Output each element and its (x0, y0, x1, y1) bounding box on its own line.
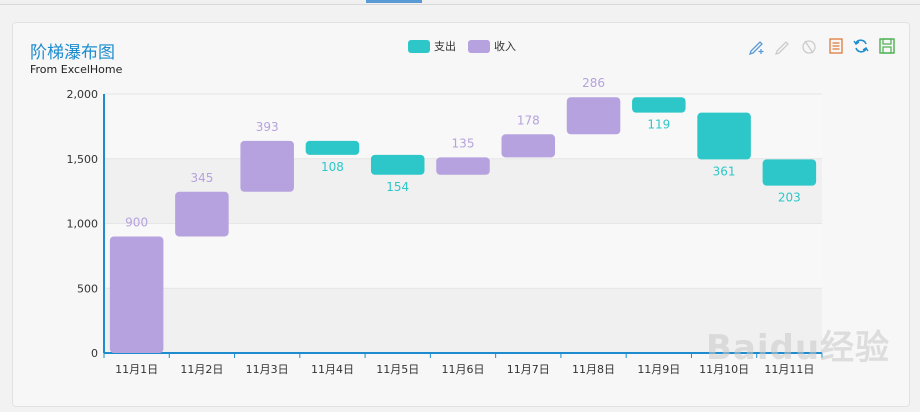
income-bar (175, 191, 229, 237)
restore-icon[interactable] (852, 37, 870, 55)
income-data-label: 900 (125, 215, 148, 229)
x-tick-label: 11月2日 (180, 363, 223, 376)
chart-title: 阶梯瀑布图 (30, 43, 115, 63)
x-tick-label: 11月9日 (637, 363, 680, 376)
legend-item-expense[interactable]: 支出 (408, 38, 456, 54)
legend-item-income[interactable]: 收入 (468, 38, 516, 54)
x-tick-label: 11月3日 (246, 363, 289, 376)
x-tick-label: 11月8日 (572, 363, 615, 376)
legend-label-income: 收入 (494, 40, 516, 53)
expense-bar (305, 140, 360, 155)
top-strip (0, 0, 920, 5)
mark-undo-icon[interactable] (774, 37, 792, 55)
y-tick-label: 2,000 (67, 88, 99, 101)
x-tick-label: 11月6日 (442, 363, 485, 376)
x-tick-label: 11月4日 (311, 363, 354, 376)
expense-data-label: 119 (647, 118, 670, 132)
mark-clear-icon[interactable] (800, 37, 818, 55)
expense-bar (762, 159, 817, 186)
data-view-icon[interactable] (827, 37, 845, 55)
expense-data-label: 361 (713, 164, 736, 178)
legend-swatch-expense (408, 39, 430, 53)
y-tick-label: 0 (91, 347, 98, 360)
income-bar (240, 140, 294, 192)
legend-swatch-income (468, 39, 490, 53)
income-data-label: 393 (256, 120, 279, 134)
expense-data-label: 203 (778, 191, 801, 205)
legend-label-expense: 支出 (434, 40, 456, 53)
x-tick-label: 11月5日 (376, 363, 419, 376)
income-data-label: 345 (190, 171, 213, 185)
x-tick-label: 11月7日 (507, 363, 550, 376)
income-bar (501, 134, 556, 158)
watermark: Baidu经验 (706, 328, 891, 368)
expense-bar (370, 154, 425, 175)
grid-band (104, 288, 822, 353)
y-tick-label: 1,000 (67, 218, 99, 231)
expense-data-label: 108 (321, 160, 344, 174)
income-data-label: 135 (452, 136, 475, 150)
income-data-label: 178 (517, 113, 540, 127)
x-tick-label: 11月11日 (764, 363, 814, 376)
active-tab-indicator (366, 0, 422, 3)
income-bar (109, 236, 164, 353)
y-tick-label: 1,500 (67, 153, 99, 166)
x-tick-label: 11月1日 (115, 363, 158, 376)
expense-bar (632, 97, 686, 113)
expense-bar (697, 112, 751, 160)
chart-subtitle: From ExcelHome (30, 63, 123, 76)
income-bar (566, 97, 621, 135)
income-data-label: 286 (582, 76, 605, 90)
save-image-icon[interactable] (878, 37, 896, 55)
mark-pen-icon[interactable] (748, 37, 766, 55)
y-tick-label: 500 (77, 282, 98, 295)
expense-data-label: 154 (386, 180, 409, 194)
income-bar (436, 157, 490, 175)
x-tick-label: 11月10日 (699, 363, 749, 376)
